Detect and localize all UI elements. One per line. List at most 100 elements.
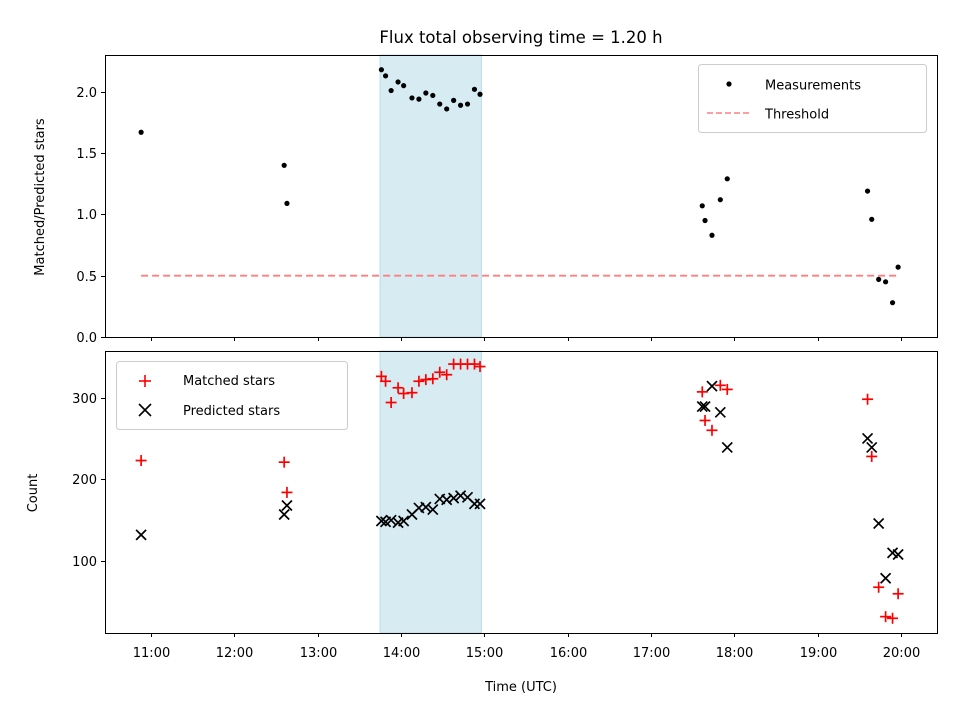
measurement-point — [709, 232, 715, 238]
matched-star-marker — [862, 393, 874, 405]
y-tick-label: 1.0 — [76, 208, 97, 223]
predicted-star-marker — [706, 380, 718, 392]
measurement-point — [702, 217, 708, 224]
measurement-point — [477, 91, 483, 97]
predicted-star-marker — [454, 490, 467, 502]
y-tick-label: 0.5 — [76, 270, 97, 285]
matched-stars-layer — [135, 358, 904, 624]
predicted-star-marker — [880, 572, 892, 584]
measurement-points-layer — [138, 67, 901, 306]
measurement-point — [388, 87, 394, 94]
measurement-point — [138, 129, 144, 135]
ratio-y-axis-label: Matched/Predicted stars — [33, 118, 48, 276]
x-tick-label: 20:00 — [883, 646, 920, 661]
count-y-ticks: 100 200 300 — [72, 392, 105, 570]
ratio-y-ticks: 0.0 0.5 1.0 1.5 2.0 — [76, 86, 105, 346]
matched-star-marker — [441, 369, 453, 381]
observing-window-shade-bottom — [379, 350, 482, 634]
measurement-point — [464, 101, 471, 107]
measurement-point — [430, 92, 436, 99]
matched-star-marker — [278, 456, 290, 468]
measurement-point — [869, 216, 875, 222]
predicted-star-marker — [892, 548, 904, 561]
count-panel: 100 200 300 11:00 12:00 13:00 14:00 15:00 16:00… — [26, 350, 938, 695]
x-tick-label: 17:00 — [633, 646, 670, 661]
ratio-legend: Measurements Threshold — [698, 64, 927, 133]
x-tick-label: 15:00 — [466, 646, 503, 661]
count-legend: Matched stars Predicted stars — [116, 361, 348, 430]
matched-star-marker — [392, 382, 404, 394]
figure-title: Flux total observing time = 1.20 h — [379, 28, 662, 47]
measurement-point — [444, 106, 450, 112]
y-tick-label: 300 — [72, 392, 97, 407]
measurement-point — [395, 79, 401, 85]
matched-star-marker — [714, 379, 726, 391]
measurement-point — [457, 102, 464, 108]
measurement-point — [889, 300, 896, 306]
x-tick-label: 13:00 — [300, 646, 337, 661]
predicted-star-marker — [441, 494, 453, 506]
measurement-point — [717, 197, 723, 203]
predicted-star-marker — [873, 517, 885, 530]
predicted-star-marker — [861, 432, 874, 445]
y-tick-label: 0.0 — [76, 331, 97, 346]
measurement-point — [437, 101, 443, 107]
x-tick-label: 14:00 — [383, 646, 420, 661]
x-tick-label: 12:00 — [216, 646, 253, 661]
measurement-point — [451, 97, 457, 103]
measurement-point — [864, 188, 871, 194]
matched-star-marker — [434, 366, 446, 378]
legend-threshold-label: Threshold — [764, 108, 829, 123]
matched-star-marker — [892, 588, 904, 600]
y-tick-label: 1.5 — [76, 147, 97, 162]
matched-star-marker — [413, 375, 425, 387]
predicted-star-marker — [474, 498, 486, 510]
legend-matched-label: Matched stars — [183, 374, 275, 389]
matched-star-marker — [427, 373, 439, 385]
matched-star-marker — [880, 611, 892, 623]
matched-star-marker — [699, 414, 711, 426]
measurement-point — [409, 95, 415, 101]
predicted-star-marker — [448, 492, 460, 504]
matched-star-marker — [873, 581, 885, 593]
matched-star-marker — [706, 424, 718, 436]
matched-star-marker — [281, 486, 293, 498]
matched-star-marker — [696, 386, 708, 398]
predicted-star-marker — [721, 441, 733, 454]
legend-measurements-label: Measurements — [765, 79, 861, 94]
measurement-point — [284, 200, 290, 206]
legend-predicted-label: Predicted stars — [183, 404, 280, 419]
predicted-star-marker — [699, 400, 711, 413]
predicted-star-marker — [398, 515, 410, 527]
legend-measurements-marker — [726, 81, 732, 87]
x-tick-label: 11:00 — [133, 646, 170, 661]
legend-matched-marker — [139, 375, 151, 387]
y-tick-label: 100 — [72, 555, 97, 570]
measurement-point — [378, 67, 385, 73]
y-tick-label: 2.0 — [76, 86, 97, 101]
measurement-point — [416, 96, 422, 102]
predicted-star-marker — [135, 529, 147, 541]
predicted-star-marker — [385, 514, 397, 526]
observing-window-band — [379, 350, 482, 634]
predicted-star-marker — [866, 441, 878, 454]
measurement-point — [895, 264, 901, 270]
count-x-ticks: 11:00 12:00 13:00 14:00 15:00 16:00 17:00 18:00… — [133, 633, 920, 661]
predicted-star-marker — [696, 400, 708, 413]
measurement-point — [724, 176, 730, 182]
ratio-panel-frame — [105, 55, 938, 338]
x-tick-label: 16:00 — [550, 646, 587, 661]
predicted-stars-layer — [135, 380, 904, 584]
ratio-x-ticks — [151, 337, 902, 341]
predicted-star-marker — [375, 515, 388, 527]
matched-star-marker — [887, 612, 899, 624]
matched-star-marker — [385, 396, 397, 408]
matched-star-marker — [406, 387, 418, 399]
measurement-point — [281, 162, 287, 168]
observing-window-band — [379, 54, 482, 338]
measurement-point — [423, 90, 429, 96]
measurement-point — [382, 73, 389, 79]
x-tick-label: 18:00 — [716, 646, 753, 661]
count-y-axis-label: Count — [26, 474, 41, 513]
